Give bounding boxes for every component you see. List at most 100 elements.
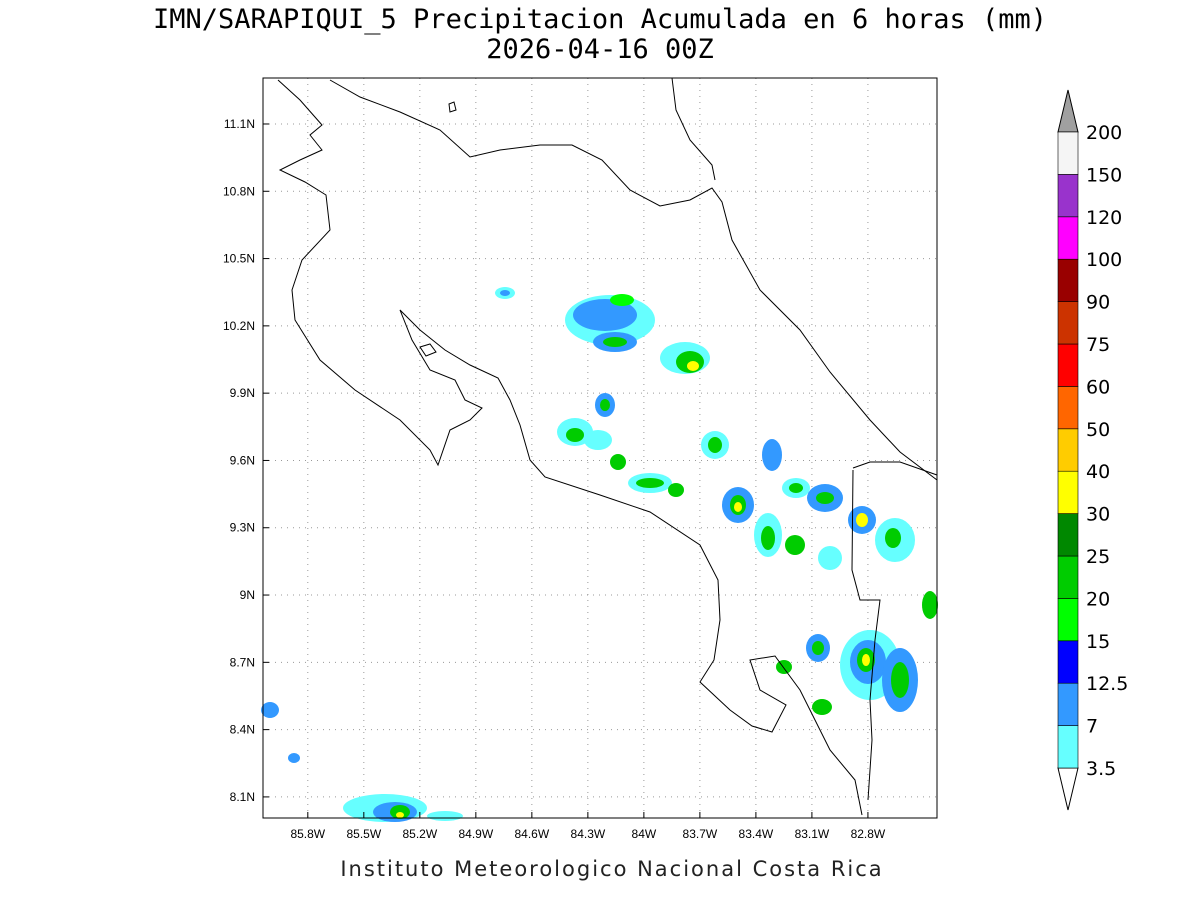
- y-tick-label: 9.9N: [230, 386, 255, 400]
- title: IMN/SARAPIQUI_5 Precipitacion Acumulada …: [153, 4, 1047, 35]
- colorbar-swatch: [1057, 174, 1079, 218]
- precip-area: [818, 546, 842, 570]
- colorbar-swatch: [1057, 428, 1079, 472]
- precip-area: [427, 811, 463, 821]
- y-tick-label: 10.2N: [223, 319, 255, 333]
- colorbar-swatch: [1057, 386, 1079, 430]
- footer: Instituto Meteorologico Nacional Costa R…: [340, 857, 883, 881]
- y-tick-label: 10.8N: [223, 184, 255, 198]
- precip-area: [812, 699, 832, 715]
- colorbar-swatch: [1057, 470, 1079, 514]
- precip-area: [500, 290, 510, 296]
- x-tick-label: 84.6W: [515, 827, 550, 841]
- lake: [419, 343, 437, 357]
- y-tick-label: 11.1N: [224, 117, 255, 131]
- x-tick-label: 82.8W: [851, 827, 886, 841]
- colorbar-label: 15: [1086, 631, 1110, 653]
- map-area: [261, 77, 938, 822]
- precip-area: [566, 428, 584, 442]
- colorbar-swatch: [1057, 555, 1079, 599]
- precip-area: [891, 662, 909, 698]
- y-tick-label: 8.7N: [230, 655, 255, 669]
- y-tick-label: 9N: [240, 588, 255, 602]
- precip-area: [610, 294, 634, 306]
- precip-area: [762, 439, 782, 471]
- colorbar-swatch: [1057, 301, 1079, 345]
- precip-area: [776, 660, 792, 674]
- colorbar-label: 200: [1086, 122, 1122, 144]
- precip-area: [687, 361, 699, 371]
- colorbar-label: 60: [1086, 376, 1110, 398]
- precip-area: [603, 337, 627, 347]
- precip-area: [288, 753, 300, 763]
- x-tick-label: 83.4W: [739, 827, 774, 841]
- colorbar-label: 12.5: [1086, 673, 1128, 695]
- x-tick-label: 84.3W: [571, 827, 606, 841]
- coastline: [329, 79, 938, 481]
- colorbar-label: 7: [1086, 716, 1098, 738]
- colorbar-swatch: [1057, 216, 1079, 260]
- colorbar-swatch: [1057, 343, 1079, 387]
- precip-area: [785, 535, 805, 555]
- precip-area: [862, 654, 870, 666]
- precip-area: [573, 299, 637, 331]
- precip-area: [761, 526, 775, 550]
- colorbar-label: 100: [1086, 249, 1122, 271]
- colorbar-label: 90: [1086, 292, 1110, 314]
- colorbar-label: 40: [1086, 461, 1110, 483]
- colorbar-label: 50: [1086, 419, 1110, 441]
- colorbar-swatch: [1057, 725, 1079, 769]
- colorbar-swatch: [1057, 131, 1079, 175]
- precip-area: [922, 591, 938, 619]
- precip-area: [816, 492, 834, 504]
- precip-area: [584, 430, 612, 450]
- precip-area: [636, 478, 664, 488]
- y-tick-label: 9.3N: [230, 521, 255, 535]
- colorbar-label: 20: [1086, 588, 1110, 610]
- x-tick-label: 84.9W: [458, 827, 493, 841]
- x-tick-label: 85.8W: [290, 827, 325, 841]
- border: [852, 461, 938, 476]
- precip-area: [885, 528, 901, 548]
- colorbar: 3.5 7 12.5 15 20 25 30 40 50 60 75 90 100 120 150 200: [1057, 89, 1128, 811]
- border: [671, 77, 716, 181]
- colorbar-swatch: [1057, 598, 1079, 642]
- precip-area: [261, 702, 279, 718]
- x-tick-label: 85.5W: [346, 827, 381, 841]
- colorbar-label: 30: [1086, 504, 1110, 526]
- colorbar-swatch: [1057, 682, 1079, 726]
- precip-area: [856, 513, 868, 527]
- precipitation: [261, 287, 938, 822]
- precip-area: [668, 483, 684, 497]
- colorbar-swatch: [1057, 640, 1079, 684]
- colorbar-label: 25: [1086, 546, 1110, 568]
- precip-area: [396, 812, 404, 818]
- colorbar-label: 3.5: [1086, 758, 1116, 780]
- colorbar-over: [1057, 89, 1079, 133]
- y-tick-label: 9.6N: [230, 453, 255, 467]
- subtitle: 2026-04-16 00Z: [486, 34, 714, 65]
- x-tick-label: 83.1W: [795, 827, 830, 841]
- colorbar-swatch: [1057, 258, 1079, 302]
- colorbar-swatch: [1057, 513, 1079, 557]
- precip-area: [600, 399, 610, 411]
- precip-area: [812, 641, 824, 655]
- colorbar-label: 75: [1086, 334, 1110, 356]
- y-tick-label: 8.1N: [230, 790, 255, 804]
- precip-area: [708, 437, 722, 453]
- x-tick-label: 83.7W: [683, 827, 718, 841]
- border: [851, 469, 881, 801]
- colorbar-label: 150: [1086, 164, 1122, 186]
- precip-area: [610, 454, 626, 470]
- coastline: [277, 79, 863, 816]
- colorbar-label: 120: [1086, 207, 1122, 229]
- x-tick-label: 84W: [632, 827, 657, 841]
- y-tick-label: 10.5N: [223, 252, 255, 266]
- coastlines: [277, 77, 938, 816]
- x-tick-label: 85.2W: [402, 827, 437, 841]
- map-frame: [262, 77, 938, 819]
- precip-area: [789, 483, 803, 493]
- colorbar-under: [1057, 767, 1079, 811]
- island: [448, 101, 457, 113]
